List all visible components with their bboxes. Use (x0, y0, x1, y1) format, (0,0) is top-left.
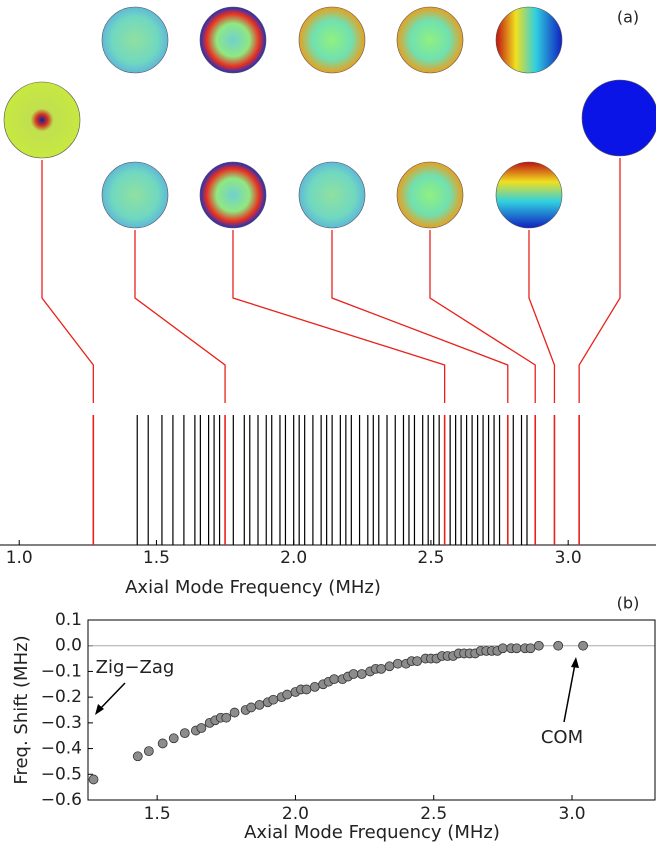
point (282, 689, 293, 700)
x-tick-label: 2.0 (280, 548, 307, 568)
mode-image (396, 161, 464, 229)
mode-image (101, 6, 169, 74)
x-tick-label: 1.5 (144, 804, 171, 824)
point (376, 663, 387, 674)
mode-image (298, 6, 366, 74)
x-tick-label: 2.0 (282, 804, 309, 824)
connector (134, 230, 226, 403)
connector (578, 158, 621, 403)
point (157, 738, 168, 749)
mode-image (396, 6, 464, 74)
y-tick-label: −0.1 (41, 661, 82, 681)
point (329, 674, 340, 685)
x-tick-label: 2.5 (417, 548, 444, 568)
x-tick-label: 1.0 (6, 548, 33, 568)
mode-image (3, 81, 81, 159)
mode-image (101, 161, 169, 229)
connector (331, 230, 509, 403)
mode-image (199, 6, 267, 74)
mode-images (3, 6, 656, 229)
mode-image (495, 161, 563, 229)
mode-image (581, 79, 656, 157)
x-axis-title: Axial Mode Frequency (MHz) (125, 577, 381, 598)
connector (41, 160, 94, 403)
y-tick-label: 0.1 (55, 610, 82, 630)
point (143, 746, 154, 757)
arrowhead (571, 657, 579, 668)
point (229, 707, 240, 718)
point (412, 656, 423, 667)
mode-image (298, 161, 366, 229)
point (246, 702, 257, 713)
point (511, 643, 522, 654)
arrowhead (95, 704, 104, 715)
point (356, 669, 367, 679)
point (392, 658, 403, 669)
plot-frame (87, 619, 656, 801)
point (497, 643, 508, 654)
y-axis-title: Freq. Shift (MHz) (11, 635, 32, 784)
connector (528, 230, 556, 403)
x-tick-label: 3.0 (555, 548, 582, 568)
point (254, 699, 265, 710)
x-tick-label: 1.5 (143, 548, 170, 568)
y-tick-label: −0.4 (41, 739, 82, 759)
y-tick-label: −0.5 (41, 764, 82, 784)
point (268, 694, 279, 705)
y-tick-label: 0.0 (55, 636, 82, 656)
mode-image (495, 6, 563, 74)
point (88, 774, 99, 785)
connector (429, 230, 536, 403)
x-axis-title: Axial Mode Frequency (MHz) (244, 822, 500, 843)
x-tick-label: 2.5 (420, 804, 447, 824)
point (179, 728, 190, 739)
annotation: COM (541, 727, 583, 748)
point (553, 640, 564, 651)
y-tick-label: −0.6 (41, 790, 82, 810)
connector (232, 230, 446, 403)
point (168, 733, 179, 744)
point (348, 669, 359, 679)
mode-image (199, 161, 267, 229)
point (578, 640, 588, 651)
point (525, 643, 536, 654)
point (309, 681, 320, 692)
y-tick-label: −0.2 (41, 687, 82, 707)
arrow (98, 682, 126, 711)
panel-label: (b) (617, 594, 640, 613)
point (196, 723, 207, 733)
y-tick-label: −0.3 (41, 713, 82, 733)
point (221, 712, 232, 723)
x-tick-label: 3.0 (559, 804, 586, 824)
panel-label: (a) (617, 8, 639, 27)
point (533, 640, 544, 651)
annotation: Zig−Zag (96, 657, 175, 678)
point (384, 661, 395, 672)
point (301, 684, 312, 695)
arrow (563, 663, 576, 723)
point (132, 751, 143, 762)
